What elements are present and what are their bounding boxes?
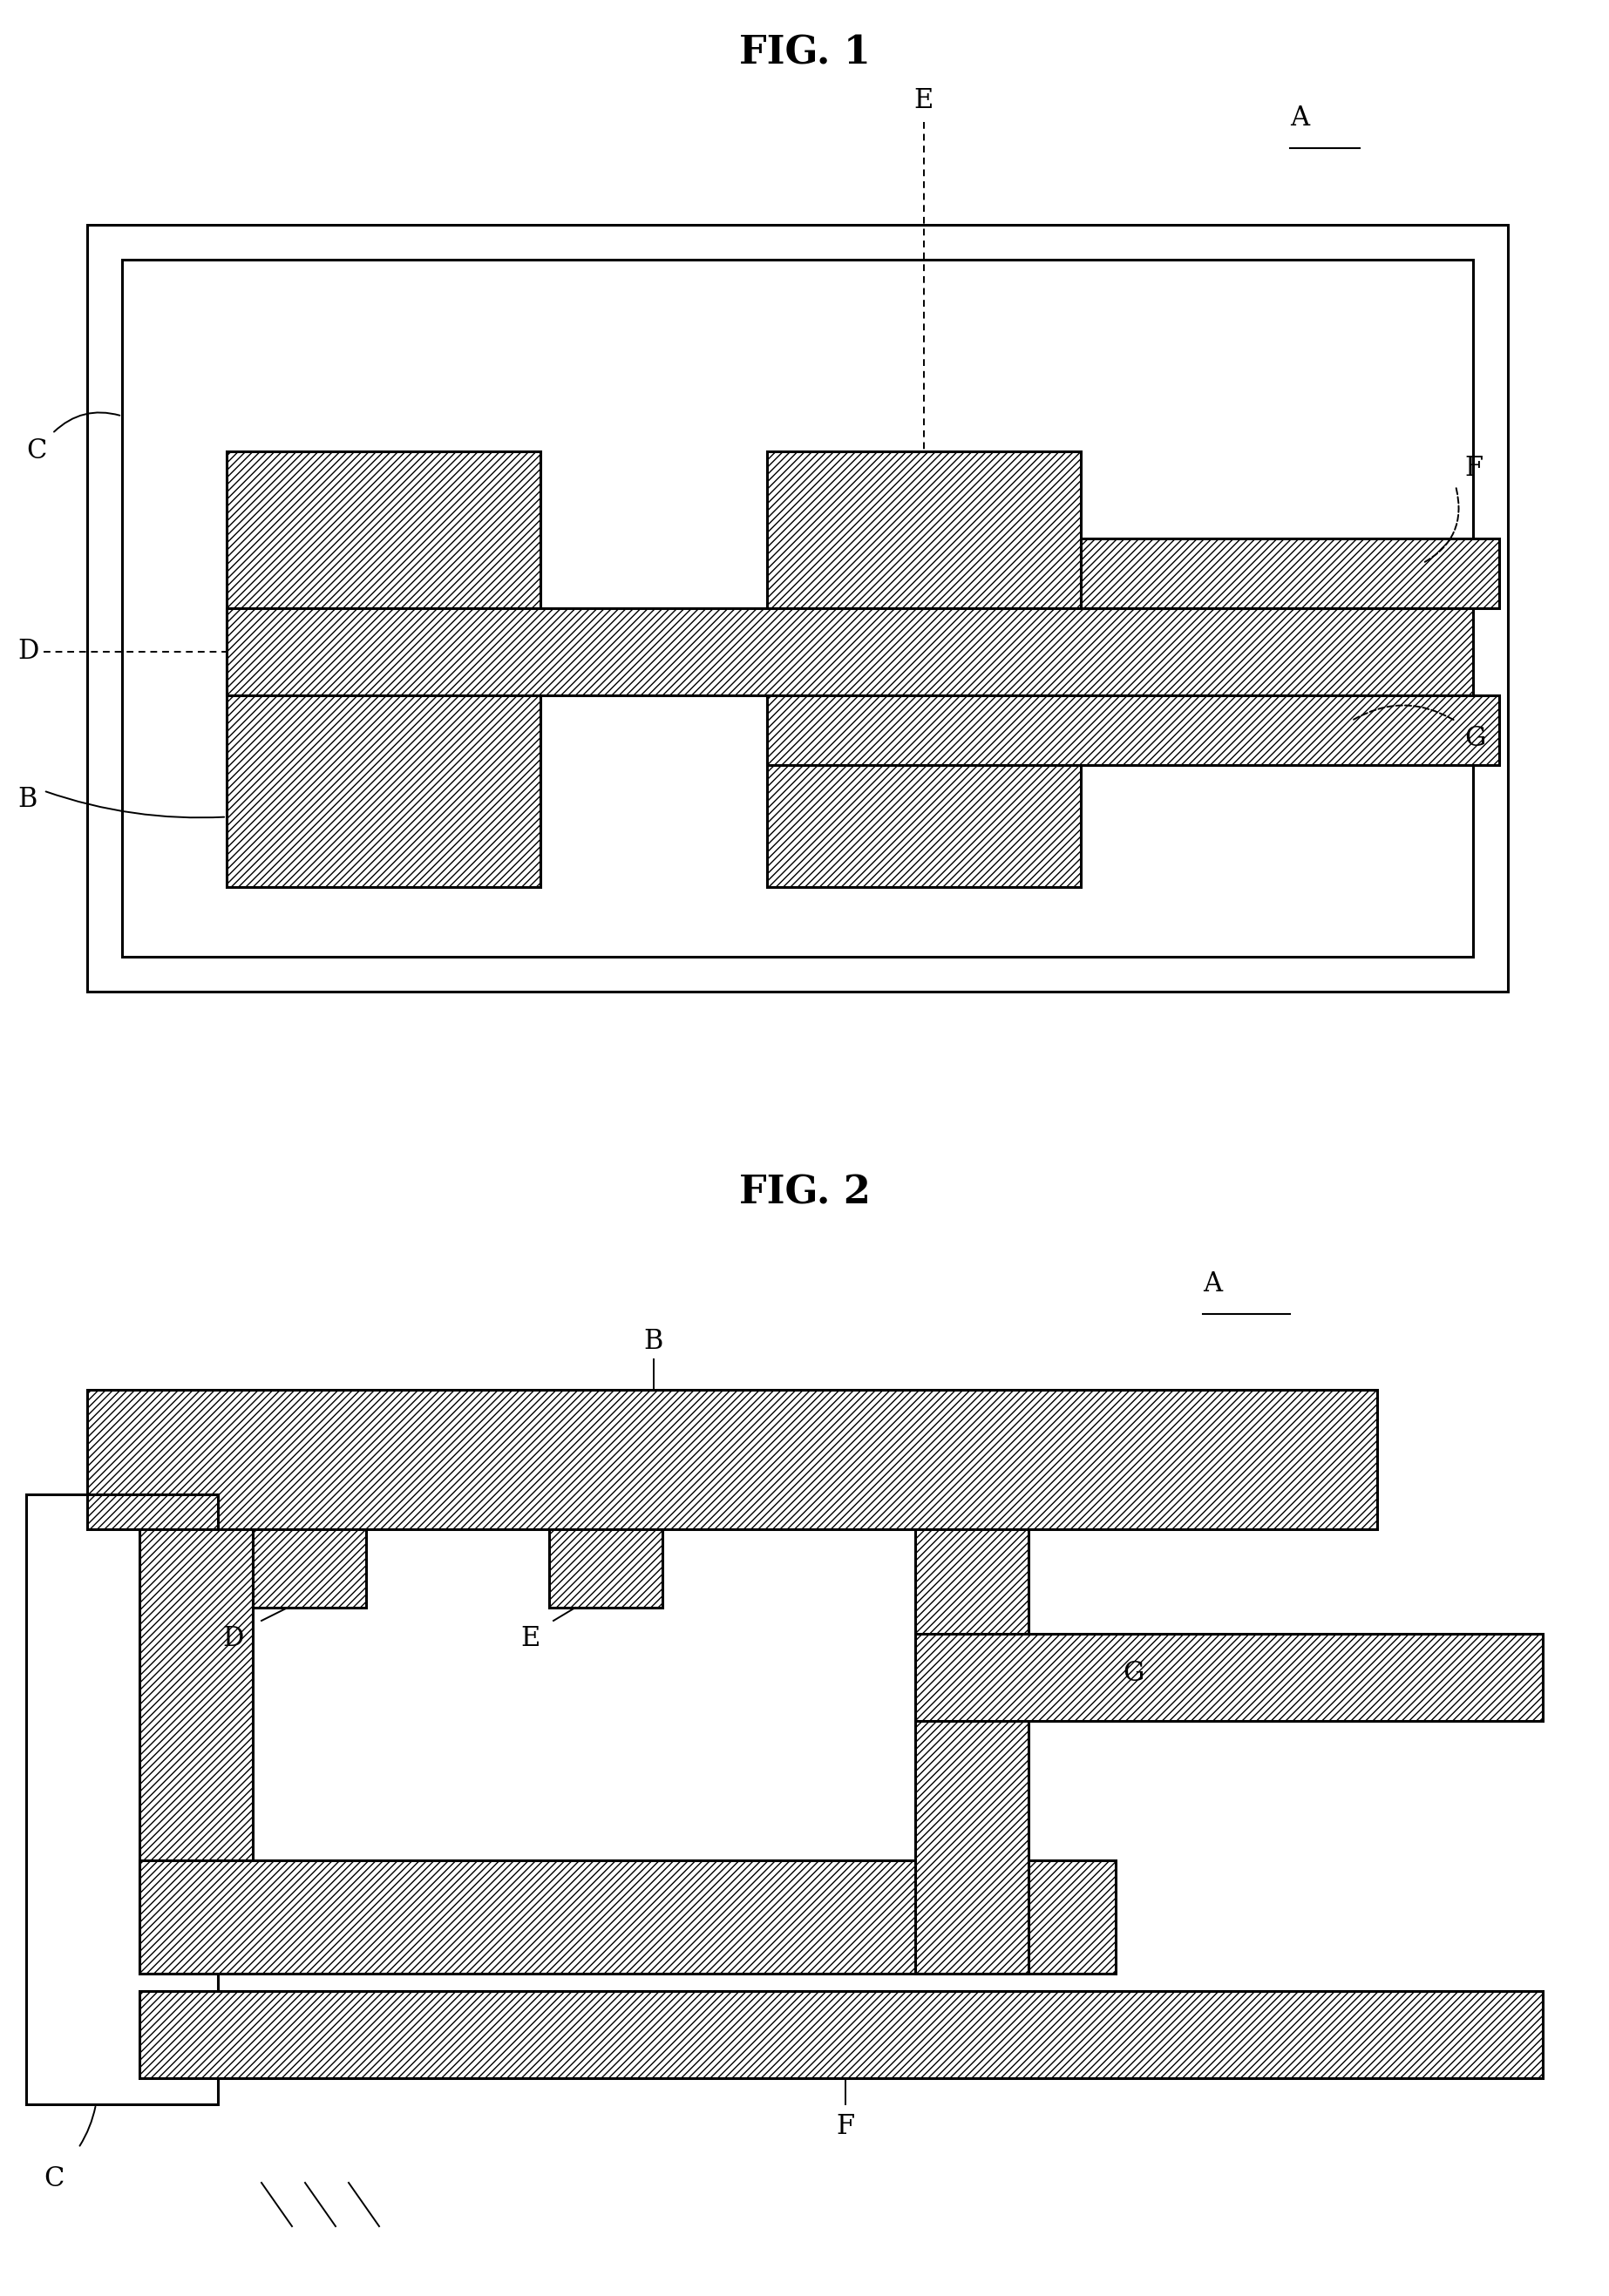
Text: E: E: [521, 1626, 541, 1653]
Bar: [140, 1860, 1115, 1975]
Text: FIG. 2: FIG. 2: [739, 1173, 870, 1212]
Text: C: C: [43, 2165, 64, 2193]
Bar: [253, 1529, 367, 1607]
Bar: [227, 608, 1472, 696]
Bar: [916, 1635, 1543, 1722]
Text: B: B: [644, 1327, 663, 1355]
Text: G: G: [1464, 726, 1485, 753]
Bar: [122, 259, 1472, 957]
Text: F: F: [837, 2112, 854, 2140]
Bar: [140, 1529, 253, 1975]
Text: D: D: [222, 1626, 245, 1653]
Text: E: E: [914, 87, 933, 115]
Text: D: D: [18, 638, 39, 666]
Bar: [549, 1529, 663, 1607]
Bar: [140, 1991, 1543, 2078]
Bar: [87, 1389, 1377, 1529]
Bar: [87, 225, 1508, 992]
Text: A: A: [1290, 106, 1310, 131]
Text: G: G: [1123, 1660, 1144, 1688]
Text: F: F: [1464, 455, 1483, 482]
Bar: [227, 450, 541, 886]
Text: FIG. 1: FIG. 1: [739, 34, 870, 71]
Text: A: A: [1204, 1270, 1223, 1297]
Text: C: C: [26, 439, 47, 464]
Text: B: B: [18, 785, 37, 813]
Bar: [916, 1529, 1028, 1975]
Bar: [767, 696, 1500, 765]
Bar: [1081, 537, 1500, 608]
Bar: [26, 1495, 217, 2105]
Bar: [767, 450, 1081, 886]
